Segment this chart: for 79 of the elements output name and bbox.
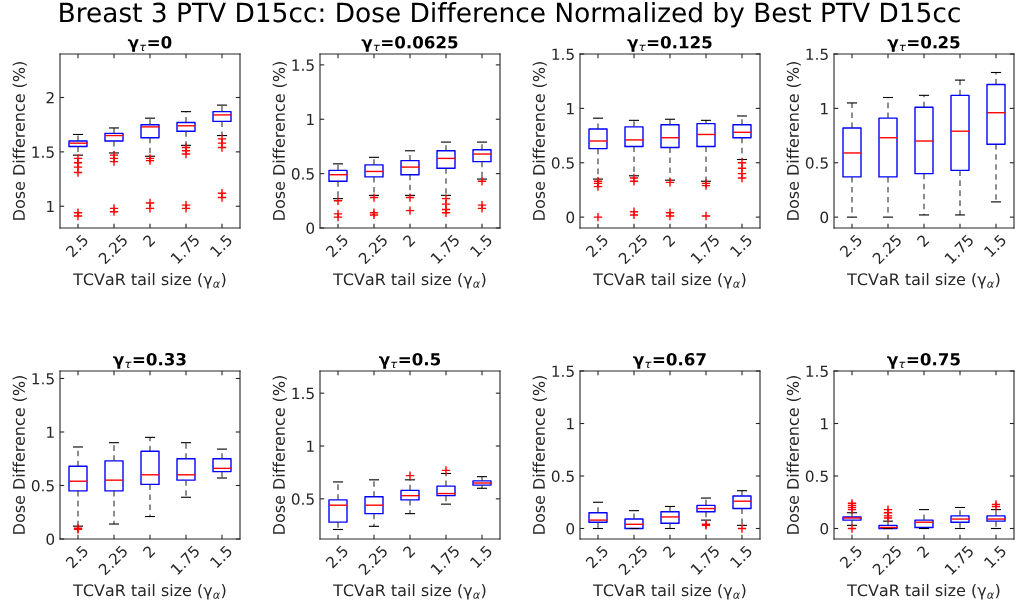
y-tick-label: 1.5 xyxy=(806,365,828,378)
y-tick-label: 1 xyxy=(307,440,314,452)
x-tick-label: 2.5 xyxy=(325,544,349,569)
x-tick-label: 1.5 xyxy=(209,234,233,258)
y-tick-label: 0.5 xyxy=(805,470,828,483)
x-tick-label: 1.5 xyxy=(469,234,493,258)
x-tick-label: 2.5 xyxy=(839,544,863,569)
x-tick-label: 2.5 xyxy=(65,544,89,569)
y-axis-title: Dose Difference (%) xyxy=(786,62,801,220)
y-tick-label: 1.5 xyxy=(32,373,54,385)
y-tick-label: 1 xyxy=(567,103,574,115)
chart-title: γ$_{τ}$=0.25 xyxy=(887,35,960,52)
y-tick-label: 0.5 xyxy=(291,168,314,180)
chart-title: γ$_{τ}$=0.5 xyxy=(379,352,441,369)
y-tick-label: 0 xyxy=(566,522,575,535)
text: Breast 3 PTV D15cc: Dose Difference Normalized by Best PTV D15cc xyxy=(60,2,960,28)
y-tick-label: 1 xyxy=(47,200,54,213)
x-tick-label: 2.5 xyxy=(839,234,863,258)
chart-title: γ$_{τ}$=0.0625 xyxy=(361,35,458,52)
x-tick-label: 2 xyxy=(662,545,676,559)
y-tick-label: 1 xyxy=(567,418,574,430)
x-tick-label: 1.5 xyxy=(729,545,753,569)
y-tick-label: 0 xyxy=(566,211,575,224)
x-tick-label: 2 xyxy=(402,545,416,559)
x-axis-title: TCVaR tail size (γ$_{α}$) xyxy=(73,272,226,289)
x-tick-label: 2.5 xyxy=(65,234,89,258)
y-tick-label: 1 xyxy=(307,113,314,126)
y-tick-label: 1 xyxy=(47,426,54,438)
x-tick-label: 1.5 xyxy=(209,545,233,569)
x-tick-label: 2 xyxy=(142,545,156,559)
chart-title: γ$_{τ}$=0.125 xyxy=(627,35,712,52)
x-tick-label: 2 xyxy=(662,234,676,248)
x-axis-title: TCVaR tail size (γ$_{α}$) xyxy=(593,583,746,600)
x-tick-label: 2 xyxy=(142,234,156,248)
x-tick-label: 2 xyxy=(916,234,930,248)
y-axis-title: Dose Difference (%) xyxy=(272,62,287,220)
y-tick-label: 0 xyxy=(820,211,829,224)
y-tick-label: 1.5 xyxy=(292,387,314,400)
chart-title: γ$_{τ}$=0.33 xyxy=(113,352,186,369)
y-tick-label: 0 xyxy=(820,522,829,535)
x-tick-label: 1.5 xyxy=(469,545,493,569)
y-tick-label: 0.5 xyxy=(551,157,574,169)
y-tick-label: 0.5 xyxy=(291,493,314,505)
y-tick-label: 1.5 xyxy=(552,365,574,378)
y-tick-label: 1 xyxy=(821,103,828,115)
y-tick-label: 1 xyxy=(821,418,828,430)
y-tick-label: 0.5 xyxy=(805,157,828,169)
chart-title: γ$_{τ}$=0.67 xyxy=(633,352,706,369)
x-axis-title: TCVaR tail size (γ$_{α}$) xyxy=(847,583,1000,600)
y-tick-label: 1.5 xyxy=(292,59,314,71)
x-tick-label: 2 xyxy=(916,545,930,559)
y-axis-title: Dose Difference (%) xyxy=(12,376,27,534)
x-axis-title: TCVaR tail size (γ$_{α}$) xyxy=(847,272,1000,289)
x-axis-title: TCVaR tail size (γ$_{α}$) xyxy=(73,583,226,600)
x-tick-label: 1.5 xyxy=(729,234,753,258)
y-tick-label: 0 xyxy=(46,533,55,546)
y-axis-title: Dose Difference (%) xyxy=(272,376,287,534)
x-tick-label: 2.5 xyxy=(585,234,609,258)
y-axis-title: Dose Difference (%) xyxy=(12,62,27,220)
y-tick-label: 1.5 xyxy=(552,48,574,61)
y-axis-title: Dose Difference (%) xyxy=(532,62,547,220)
y-tick-label: 0.5 xyxy=(551,470,574,483)
y-tick-label: 1.5 xyxy=(806,48,828,61)
y-tick-label: 0 xyxy=(306,222,315,235)
x-tick-label: 2.5 xyxy=(325,234,349,258)
x-tick-label: 1.5 xyxy=(983,234,1007,258)
chart-title: γ$_{τ}$=0 xyxy=(127,35,172,52)
x-tick-label: 1.5 xyxy=(983,545,1007,569)
y-axis-title: Dose Difference (%) xyxy=(786,376,801,534)
x-tick-label: 2 xyxy=(402,234,416,248)
x-axis-title: TCVaR tail size (γ$_{α}$) xyxy=(333,272,486,289)
y-axis-title: Dose Difference (%) xyxy=(532,376,547,534)
y-tick-label: 1.5 xyxy=(32,146,54,158)
y-tick-label: 2 xyxy=(46,91,54,104)
x-axis-title: TCVaR tail size (γ$_{α}$) xyxy=(333,583,486,600)
y-tick-label: 0.5 xyxy=(31,479,54,492)
chart-title: γ$_{τ}$=0.75 xyxy=(887,352,960,369)
x-tick-label: 2.5 xyxy=(585,544,609,569)
x-axis-title: TCVaR tail size (γ$_{α}$) xyxy=(593,272,746,289)
